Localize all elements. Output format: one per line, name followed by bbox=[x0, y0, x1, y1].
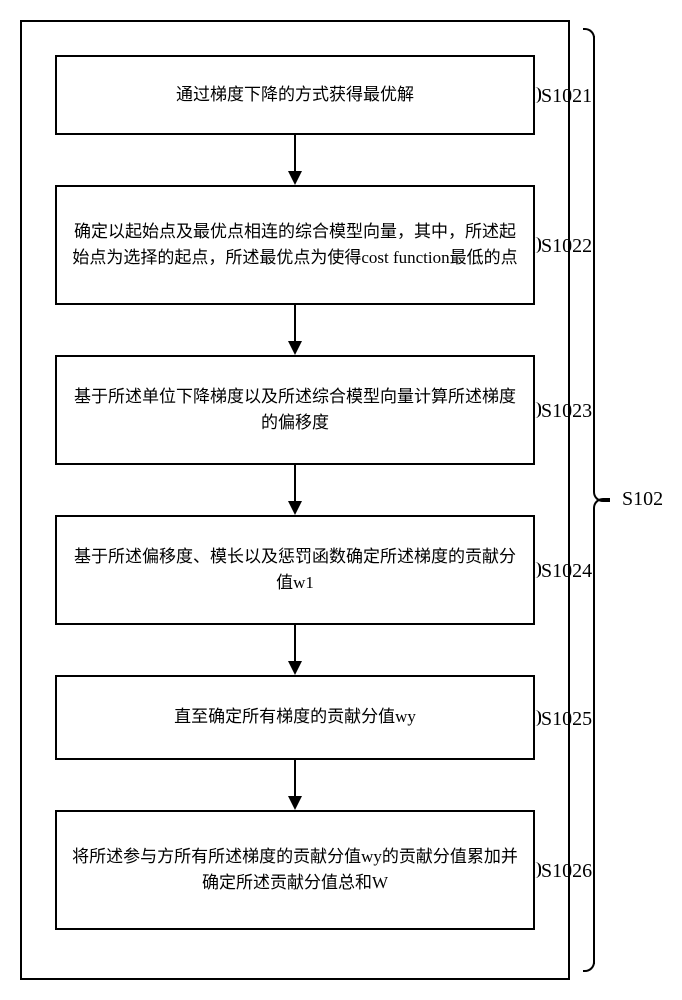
step-label-S1023: S1023 bbox=[541, 400, 592, 423]
step-box-S1026: 将所述参与方所有所述梯度的贡献分值wy的贡献分值累加并确定所述贡献分值总和W bbox=[55, 810, 535, 930]
arrow-head-0 bbox=[288, 171, 302, 185]
step-text-S1025: 直至确定所有梯度的贡献分值wy bbox=[174, 704, 416, 730]
step-text-S1024: 基于所述偏移度、模长以及惩罚函数确定所述梯度的贡献分值w1 bbox=[71, 544, 519, 597]
step-text-S1023: 基于所述单位下降梯度以及所述综合模型向量计算所述梯度的偏移度 bbox=[71, 384, 519, 437]
arrow-head-1 bbox=[288, 341, 302, 355]
step-box-S1022: 确定以起始点及最优点相连的综合模型向量，其中，所述起始点为选择的起点，所述最优点… bbox=[55, 185, 535, 305]
step-connector-S1025 bbox=[535, 710, 541, 726]
arrow-head-4 bbox=[288, 796, 302, 810]
step-box-S1023: 基于所述单位下降梯度以及所述综合模型向量计算所述梯度的偏移度 bbox=[55, 355, 535, 465]
step-box-S1024: 基于所述偏移度、模长以及惩罚函数确定所述梯度的贡献分值w1 bbox=[55, 515, 535, 625]
step-label-S1025: S1025 bbox=[541, 708, 592, 731]
arrow-line-0 bbox=[294, 135, 296, 171]
arrow-head-3 bbox=[288, 661, 302, 675]
flowchart-canvas: 通过梯度下降的方式获得最优解 S1021 确定以起始点及最优点相连的综合模型向量，其… bbox=[0, 0, 682, 1000]
step-label-S1022: S1022 bbox=[541, 235, 592, 258]
step-label-S1026: S1026 bbox=[541, 860, 592, 883]
step-label-S1024: S1024 bbox=[541, 560, 592, 583]
arrow-line-1 bbox=[294, 305, 296, 341]
arrow-line-2 bbox=[294, 465, 296, 501]
arrow-head-2 bbox=[288, 501, 302, 515]
step-text-S1021: 通过梯度下降的方式获得最优解 bbox=[176, 82, 414, 108]
step-text-S1022: 确定以起始点及最优点相连的综合模型向量，其中，所述起始点为选择的起点，所述最优点… bbox=[71, 219, 519, 272]
step-label-S1021: S1021 bbox=[541, 85, 592, 108]
arrow-line-4 bbox=[294, 760, 296, 796]
arrow-line-3 bbox=[294, 625, 296, 661]
step-text-S1026: 将所述参与方所有所述梯度的贡献分值wy的贡献分值累加并确定所述贡献分值总和W bbox=[71, 844, 519, 897]
step-box-S1025: 直至确定所有梯度的贡献分值wy bbox=[55, 675, 535, 760]
step-box-S1021: 通过梯度下降的方式获得最优解 bbox=[55, 55, 535, 135]
outer-label: S102 bbox=[622, 488, 663, 511]
